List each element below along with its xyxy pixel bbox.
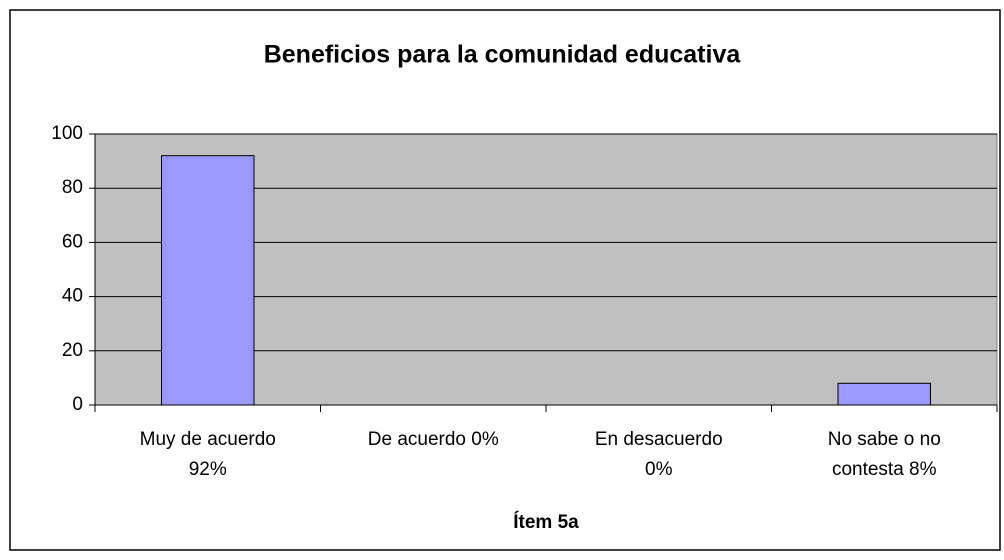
bar bbox=[161, 155, 255, 406]
y-tick-label: 80 bbox=[62, 177, 83, 198]
x-tick-label: De acuerdo 0% bbox=[367, 429, 499, 450]
bar bbox=[837, 382, 931, 406]
y-tick-label: 60 bbox=[62, 231, 83, 252]
chart-title: Beneficios para la comunidad educativa bbox=[264, 41, 742, 69]
y-tick-label: 100 bbox=[51, 123, 83, 144]
x-tick-label: Muy de acuerdo 92% bbox=[139, 429, 276, 480]
x-tick-label: En desacuerdo 0% bbox=[594, 429, 723, 480]
y-tick-label: 40 bbox=[62, 286, 83, 307]
y-tick-label: 20 bbox=[62, 340, 83, 361]
x-tick-label: No sabe o no contesta 8% bbox=[827, 429, 941, 480]
y-tick-label: 0 bbox=[72, 394, 83, 415]
x-axis-label: Ítem 5a bbox=[513, 511, 579, 533]
